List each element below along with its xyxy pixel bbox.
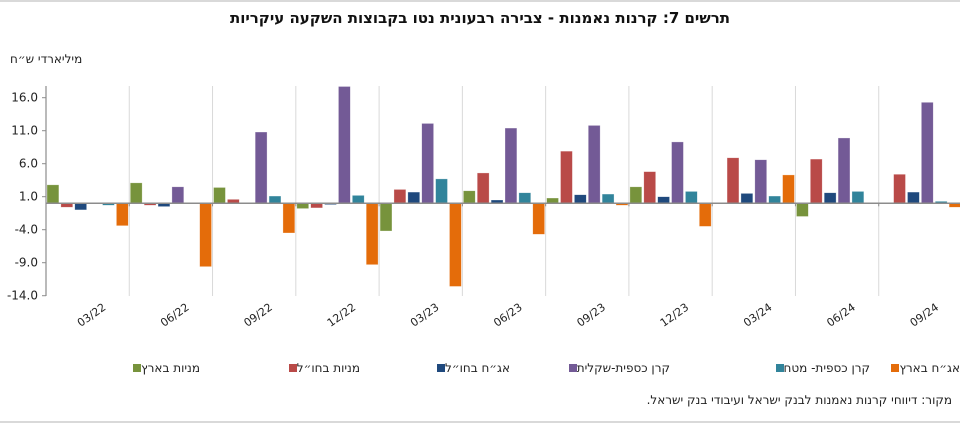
x-tick-label: 12/23 — [658, 301, 691, 330]
bar — [254, 131, 268, 204]
bottom-border — [0, 421, 960, 423]
x-tick-label: 09/22 — [241, 301, 274, 330]
bar — [560, 150, 573, 204]
bar — [796, 203, 809, 217]
legend: מניות בארץ מניות בחו״ל אג״ח בחו״ל קרן כספית… — [40, 361, 960, 377]
bar — [352, 195, 365, 204]
bar — [893, 173, 906, 204]
y-tick-label: -9.0 — [15, 256, 38, 270]
bar — [476, 172, 490, 204]
x-tick-label: 09/23 — [575, 301, 608, 330]
bar — [213, 187, 226, 204]
y-axis-unit-label: מיליארדי ש״ח — [10, 52, 83, 66]
bar — [463, 190, 476, 204]
bar — [365, 203, 379, 265]
y-tick-label: 16.0 — [11, 91, 38, 105]
bar — [129, 182, 143, 204]
legend-label: אג״ח בארץ — [899, 361, 960, 375]
bar — [435, 178, 448, 204]
legend-swatch-icon — [775, 364, 784, 372]
x-tick-label: 06/22 — [158, 301, 191, 330]
bar — [768, 195, 781, 204]
legend-item: אג״ח בחו״ל — [434, 361, 510, 375]
bar — [268, 195, 282, 204]
bar — [810, 158, 823, 204]
bar — [379, 203, 393, 232]
bar — [921, 102, 934, 204]
x-tick-label: 06/23 — [491, 301, 524, 330]
bar — [671, 141, 684, 204]
bar — [282, 203, 296, 234]
bar — [393, 189, 407, 204]
bar — [851, 191, 865, 204]
legend-item: קרן כספית-שקלית — [566, 361, 670, 375]
bar — [657, 196, 670, 204]
x-tick-label: 06/24 — [824, 301, 857, 330]
y-tick-label: -14.0 — [7, 289, 38, 303]
legend-label: קרן כספית- מטח — [783, 361, 870, 375]
bar-chart: 16.0 11.0 6.0 1.0 -4.0 -9.0 -14.0 03/22 06/22 09… — [7, 86, 960, 330]
x-tick-label: 03/24 — [741, 301, 774, 330]
x-tick-label: 03/22 — [75, 301, 108, 330]
source-note: מקור: דיווחי קרנות נאמנות לבנק ישראל ועי… — [646, 393, 952, 407]
legend-swatch-icon — [133, 364, 142, 372]
chart-title: תרשים 7: קרנות נאמנות - צבירה רבעונית נט… — [229, 9, 731, 27]
bar — [782, 174, 795, 204]
bar — [407, 191, 421, 204]
legend-label: אג״ח בחו״ל — [445, 361, 510, 375]
bar — [449, 203, 462, 287]
bar — [574, 194, 587, 204]
bar — [629, 186, 643, 204]
x-tick-label: 12/22 — [325, 301, 358, 330]
bar — [754, 159, 767, 204]
y-tick-label: -4.0 — [15, 223, 38, 237]
x-tick-label: 03/23 — [408, 301, 441, 330]
legend-item: מניות בחו״ל — [286, 361, 360, 375]
bar — [421, 123, 434, 204]
bar — [823, 192, 837, 204]
legend-label: מניות בחו״ל — [296, 361, 360, 375]
bar — [837, 137, 851, 204]
bar — [685, 191, 698, 204]
legend-label: מניות בארץ — [141, 361, 200, 375]
bar — [518, 192, 532, 204]
legend-label: קרן כספית-שקלית — [576, 361, 670, 375]
y-tick-label: 6.0 — [19, 157, 38, 171]
bar — [740, 193, 754, 204]
bar — [907, 191, 920, 204]
bar — [504, 127, 518, 204]
legend-swatch-icon — [568, 364, 577, 372]
bar — [199, 203, 212, 267]
bar — [726, 157, 740, 204]
y-tick-label: 1.0 — [19, 190, 38, 204]
bar — [171, 186, 185, 204]
bars — [46, 86, 960, 287]
axes — [42, 86, 960, 297]
bar — [116, 203, 129, 227]
bar — [601, 193, 615, 204]
bar — [546, 197, 559, 204]
bar — [699, 203, 712, 227]
bar — [74, 203, 87, 211]
bar — [338, 86, 351, 204]
legend-swatch-icon — [891, 364, 900, 372]
legend-item: מניות בארץ — [130, 361, 200, 375]
bar — [296, 203, 309, 209]
y-tick-label: 11.0 — [11, 124, 38, 138]
top-border — [0, 0, 960, 2]
bar — [532, 203, 545, 235]
legend-item: קרן כספית- מטח — [773, 361, 870, 375]
category-gridlines — [128, 86, 880, 296]
bar — [46, 184, 60, 204]
x-tick-label: 09/24 — [908, 301, 941, 330]
legend-swatch-icon — [288, 364, 297, 372]
bar — [643, 171, 656, 204]
y-tick-labels: 16.0 11.0 6.0 1.0 -4.0 -9.0 -14.0 — [7, 91, 38, 303]
legend-swatch-icon — [437, 364, 446, 372]
legend-item: אג״ח בארץ — [888, 361, 960, 375]
bar — [587, 125, 601, 204]
x-tick-labels: 03/22 06/22 09/22 12/22 03/23 06/23 09/23 12/23… — [75, 301, 941, 330]
